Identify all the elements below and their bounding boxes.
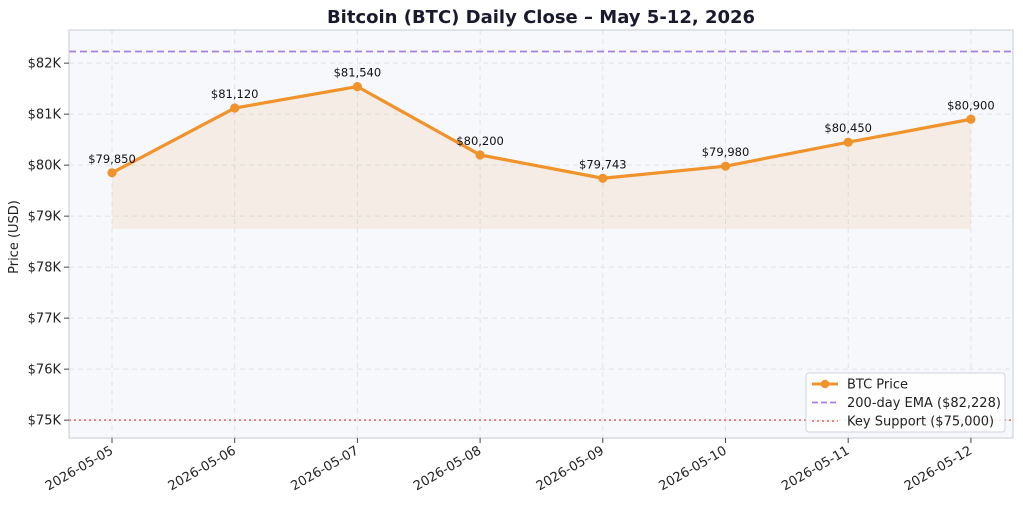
data-point [598,173,608,183]
y-tick-label: $80K [28,159,62,174]
y-tick-label: $78K [28,261,62,276]
legend-label: BTC Price [847,378,908,393]
data-point [352,82,362,92]
legend: BTC Price 200-day EMA ($82,228) Key Suppor… [805,372,1006,433]
y-tick-label: $77K [28,312,62,327]
legend-box [805,372,1006,433]
data-point [843,137,853,147]
data-point [966,114,976,124]
legend-label: 200-day EMA ($82,228) [847,396,1001,411]
data-point [475,150,485,160]
y-tick-label: $76K [28,363,62,378]
btc-price-line [111,85,972,180]
data-label: $80,900 [947,98,995,112]
data-point [720,161,731,171]
data-label: $79,743 [579,157,627,171]
data-point [230,103,240,113]
plot-background [69,30,1013,438]
legend-label: Key Support ($75,000) [847,415,994,430]
plot-frame [68,29,1014,439]
price-area-fill [112,86,971,229]
data-label: $79,980 [702,145,750,159]
y-tick-label: $82K [28,57,62,72]
chart-title: Bitcoin (BTC) Daily Close – May 5-12, 20… [327,7,755,28]
data-label: $81,120 [211,87,259,101]
y-tick-label: $79K [28,210,62,225]
y-tick-label: $81K [28,108,62,123]
y-tick-label: $75K [28,414,62,429]
data-label: $79,850 [88,152,136,166]
data-label: $80,200 [456,134,504,148]
legend-marker-btc [820,379,830,389]
data-label: $81,540 [334,66,382,80]
data-point [107,168,117,178]
y-axis-label: Price (USD) [7,200,22,274]
data-label: $80,450 [824,121,872,135]
